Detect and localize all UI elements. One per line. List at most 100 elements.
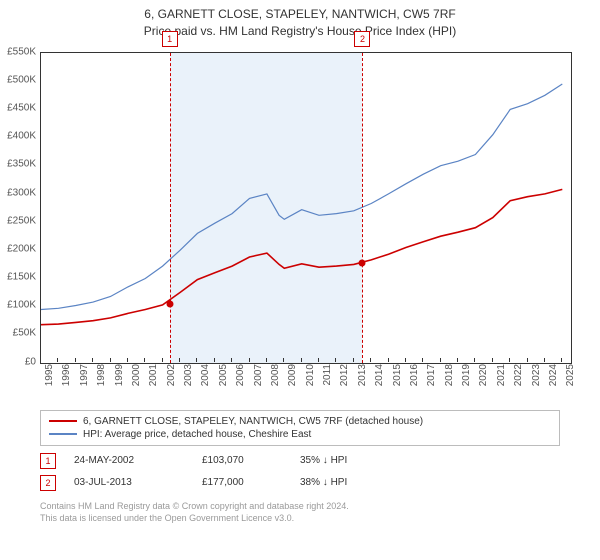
x-tick-mark [162,358,163,362]
x-tick-label: 2025 [565,364,576,386]
x-tick-label: 1996 [61,364,72,386]
x-tick-mark [249,358,250,362]
sale-marker-box: 1 [40,453,56,469]
chart-title: 6, GARNETT CLOSE, STAPELEY, NANTWICH, CW… [0,6,600,23]
x-tick-mark [110,358,111,362]
x-tick-label: 2021 [496,364,507,386]
x-tick-mark [318,358,319,362]
y-tick-label: £450K [7,102,36,113]
plot-rect: 12 [40,52,572,364]
x-tick-label: 1999 [114,364,125,386]
x-tick-mark [405,358,406,362]
x-tick-mark [231,358,232,362]
x-tick-mark [509,358,510,362]
sale-row: 1 24-MAY-2002 £103,070 35% ↓ HPI [40,450,560,472]
chart-container: 6, GARNETT CLOSE, STAPELEY, NANTWICH, CW… [0,0,600,524]
x-tick-mark [388,358,389,362]
x-tick-mark [75,358,76,362]
x-tick-mark [301,358,302,362]
x-tick-mark [335,358,336,362]
x-tick-label: 2009 [287,364,298,386]
x-tick-mark [40,358,41,362]
event-point-dot [166,301,173,308]
x-tick-mark [214,358,215,362]
sale-price: £177,000 [202,477,282,488]
x-tick-label: 2011 [322,364,333,386]
x-tick-label: 1995 [44,364,55,386]
legend-swatch [49,433,77,435]
y-tick-label: £300K [7,187,36,198]
y-tick-label: £50K [13,328,36,339]
legend-row: HPI: Average price, detached house, Ches… [49,428,551,441]
y-tick-label: £200K [7,243,36,254]
x-tick-label: 2024 [548,364,559,386]
event-vline [170,53,171,363]
footer: Contains HM Land Registry data © Crown c… [40,500,560,524]
x-tick-mark [179,358,180,362]
legend-swatch [49,420,77,422]
y-tick-label: £500K [7,74,36,85]
x-tick-mark [492,358,493,362]
event-vline [362,53,363,363]
sale-row: 203-JUL-2013£177,00038% ↓ HPI [40,472,560,494]
x-tick-label: 2000 [131,364,142,386]
x-axis-ticks: 1995199619971998199920002001200220032004… [40,362,570,402]
x-tick-mark [144,358,145,362]
x-tick-label: 2007 [253,364,264,386]
y-tick-label: £0 [25,356,36,367]
y-tick-label: £350K [7,159,36,170]
x-tick-mark [544,358,545,362]
x-tick-label: 2008 [270,364,281,386]
x-tick-mark [561,358,562,362]
event-marker-box: 2 [354,31,370,47]
x-tick-mark [527,358,528,362]
series-line-hpi [41,84,562,310]
y-tick-label: £400K [7,131,36,142]
x-tick-label: 2005 [218,364,229,386]
series-svg [41,53,571,363]
x-tick-mark [422,358,423,362]
x-tick-label: 2020 [478,364,489,386]
legend-row: 6, GARNETT CLOSE, STAPELEY, NANTWICH, CW… [49,415,551,428]
legend: 6, GARNETT CLOSE, STAPELEY, NANTWICH, CW… [40,410,560,446]
sale-date: 24-MAY-2002 [74,455,184,466]
legend-label: HPI: Average price, detached house, Ches… [83,429,311,440]
x-tick-label: 2014 [374,364,385,386]
sales-rows: 124-MAY-2002£103,07035% ↓ HPI203-JUL-201… [40,450,560,494]
x-tick-label: 2018 [444,364,455,386]
x-tick-label: 2023 [531,364,542,386]
x-tick-mark [370,358,371,362]
x-tick-label: 2006 [235,364,246,386]
sale-hpi: 35% ↓ HPI [300,455,380,466]
x-tick-label: 2010 [305,364,316,386]
sale-marker-box: 2 [40,475,56,491]
x-tick-mark [283,358,284,362]
x-tick-label: 1997 [79,364,90,386]
chart-subtitle: Price paid vs. HM Land Registry's House … [0,23,600,40]
x-tick-label: 1998 [96,364,107,386]
chart-area: £0£50K£100K£150K£200K£250K£300K£350K£400… [40,42,600,402]
x-tick-label: 2016 [409,364,420,386]
x-tick-mark [353,358,354,362]
x-tick-label: 2019 [461,364,472,386]
x-tick-mark [457,358,458,362]
y-tick-label: £550K [7,46,36,57]
y-axis-ticks: £0£50K£100K£150K£200K£250K£300K£350K£400… [0,52,38,362]
x-tick-label: 2004 [200,364,211,386]
title-block: 6, GARNETT CLOSE, STAPELEY, NANTWICH, CW… [0,0,600,42]
event-point-dot [359,259,366,266]
x-tick-mark [474,358,475,362]
event-marker-box: 1 [162,31,178,47]
sale-price: £103,070 [202,455,282,466]
footer-line-2: This data is licensed under the Open Gov… [40,512,560,524]
y-tick-label: £150K [7,272,36,283]
sale-hpi: 38% ↓ HPI [300,477,380,488]
x-tick-label: 2015 [392,364,403,386]
x-tick-label: 2013 [357,364,368,386]
x-tick-label: 2003 [183,364,194,386]
x-tick-mark [266,358,267,362]
x-tick-mark [127,358,128,362]
x-tick-label: 2002 [166,364,177,386]
footer-line-1: Contains HM Land Registry data © Crown c… [40,500,560,512]
y-tick-label: £250K [7,215,36,226]
